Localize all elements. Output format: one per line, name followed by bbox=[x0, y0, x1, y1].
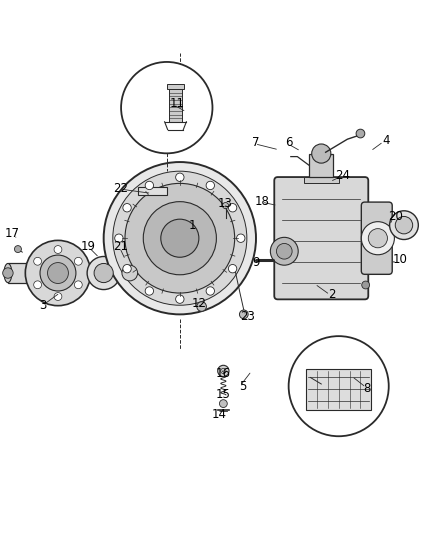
Circle shape bbox=[176, 173, 184, 181]
Circle shape bbox=[47, 263, 68, 284]
Text: 13: 13 bbox=[218, 197, 233, 210]
Circle shape bbox=[145, 181, 154, 190]
Text: 12: 12 bbox=[192, 297, 207, 310]
Bar bbox=[306, 369, 371, 410]
Circle shape bbox=[228, 264, 237, 273]
Circle shape bbox=[125, 183, 235, 293]
Circle shape bbox=[74, 257, 82, 265]
Text: 2: 2 bbox=[328, 288, 336, 301]
Text: 18: 18 bbox=[255, 195, 270, 208]
Circle shape bbox=[74, 281, 82, 289]
Text: 7: 7 bbox=[252, 136, 260, 149]
FancyBboxPatch shape bbox=[274, 177, 368, 300]
Text: 6: 6 bbox=[285, 136, 293, 149]
Text: 11: 11 bbox=[170, 97, 185, 110]
Bar bbox=[170, 89, 182, 122]
Circle shape bbox=[25, 240, 91, 305]
Circle shape bbox=[390, 211, 418, 239]
Circle shape bbox=[237, 234, 245, 243]
Circle shape bbox=[362, 281, 370, 289]
Text: 16: 16 bbox=[216, 367, 231, 379]
Circle shape bbox=[123, 204, 131, 212]
Circle shape bbox=[121, 62, 212, 154]
Circle shape bbox=[276, 244, 292, 259]
Circle shape bbox=[206, 287, 215, 295]
Circle shape bbox=[87, 256, 120, 289]
Circle shape bbox=[161, 219, 199, 257]
Text: 17: 17 bbox=[5, 228, 20, 240]
Bar bbox=[8, 263, 43, 282]
Circle shape bbox=[145, 287, 154, 295]
Circle shape bbox=[113, 171, 247, 305]
Text: 19: 19 bbox=[81, 240, 96, 253]
Text: 20: 20 bbox=[388, 210, 403, 223]
Bar bbox=[138, 187, 167, 195]
Circle shape bbox=[54, 293, 62, 301]
Text: 21: 21 bbox=[113, 240, 129, 253]
Text: 14: 14 bbox=[212, 408, 226, 421]
Circle shape bbox=[3, 268, 13, 278]
Circle shape bbox=[94, 263, 113, 282]
Bar bbox=[304, 177, 339, 183]
Text: 3: 3 bbox=[39, 299, 46, 312]
Circle shape bbox=[115, 234, 123, 243]
Circle shape bbox=[34, 281, 42, 289]
Text: 9: 9 bbox=[252, 256, 260, 269]
Circle shape bbox=[104, 162, 256, 314]
Circle shape bbox=[240, 310, 248, 319]
Text: 15: 15 bbox=[216, 389, 231, 401]
Circle shape bbox=[197, 302, 206, 311]
Circle shape bbox=[34, 257, 42, 265]
Text: 22: 22 bbox=[113, 182, 129, 195]
Circle shape bbox=[223, 203, 229, 208]
Circle shape bbox=[143, 201, 216, 275]
Circle shape bbox=[395, 216, 413, 234]
Circle shape bbox=[356, 129, 365, 138]
Text: 1: 1 bbox=[189, 219, 197, 232]
Text: 23: 23 bbox=[240, 310, 255, 323]
Circle shape bbox=[54, 246, 62, 254]
Text: 4: 4 bbox=[383, 134, 390, 147]
Circle shape bbox=[312, 144, 331, 163]
Circle shape bbox=[289, 336, 389, 436]
Circle shape bbox=[176, 295, 184, 303]
Circle shape bbox=[40, 255, 76, 291]
Circle shape bbox=[368, 229, 388, 248]
Circle shape bbox=[218, 365, 229, 377]
Ellipse shape bbox=[4, 263, 12, 282]
Text: 10: 10 bbox=[392, 254, 407, 266]
Text: 24: 24 bbox=[336, 168, 350, 182]
Circle shape bbox=[219, 400, 227, 408]
FancyBboxPatch shape bbox=[361, 202, 392, 274]
Circle shape bbox=[116, 259, 144, 287]
Circle shape bbox=[228, 204, 237, 212]
Bar bbox=[309, 154, 333, 177]
Text: 8: 8 bbox=[363, 382, 371, 395]
Circle shape bbox=[123, 264, 131, 273]
Bar bbox=[167, 84, 184, 89]
Circle shape bbox=[122, 265, 138, 281]
Circle shape bbox=[361, 222, 394, 255]
Circle shape bbox=[206, 181, 215, 190]
Circle shape bbox=[14, 246, 21, 253]
Text: 5: 5 bbox=[239, 379, 247, 393]
Circle shape bbox=[270, 237, 298, 265]
